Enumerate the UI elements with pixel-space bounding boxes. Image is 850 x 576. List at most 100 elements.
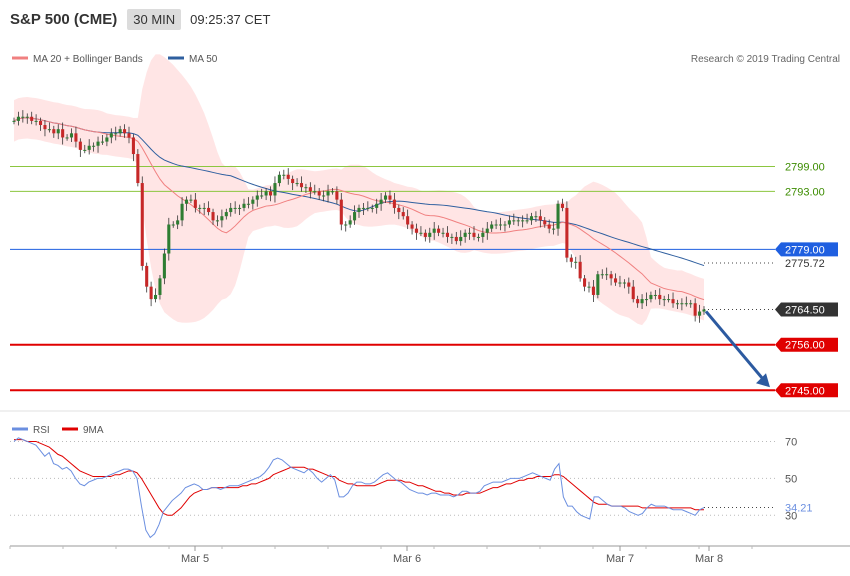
candle-body — [384, 195, 388, 200]
candle-body — [578, 261, 582, 279]
chart-area[interactable]: MA 20 + Bollinger Bands MA 50 Research ©… — [0, 38, 850, 576]
candle-body — [445, 232, 449, 237]
candle-body — [105, 137, 109, 142]
candle-body — [162, 253, 166, 279]
candle-body — [693, 303, 697, 316]
candle-body — [507, 220, 511, 225]
candle-body — [220, 216, 224, 221]
legend-9ma: 9MA — [83, 425, 104, 436]
chart-header: S&P 500 (CME) 30 MIN 09:25:37 CET — [0, 0, 850, 38]
candle-body — [556, 203, 560, 229]
candle-body — [167, 224, 171, 254]
candle-body — [463, 232, 467, 237]
candle-body — [211, 212, 215, 221]
candle-body — [189, 199, 193, 201]
candle-body — [56, 129, 60, 134]
candle-body — [339, 199, 343, 225]
candle-body — [224, 212, 228, 217]
candle-body — [12, 120, 16, 122]
candle-body — [326, 191, 330, 196]
rsi-tick-50: 50 — [785, 473, 797, 485]
candle-body — [39, 120, 43, 126]
candle-body — [468, 232, 472, 234]
candle-body — [127, 133, 131, 138]
candle-body — [100, 141, 104, 143]
candle-body — [229, 207, 233, 213]
level-tag-2764.50 — [775, 302, 838, 317]
candle-body — [627, 282, 631, 287]
level-tag-2745.00 — [775, 383, 838, 398]
candle-body — [361, 207, 365, 209]
candle-body — [242, 203, 246, 208]
candle-body — [472, 232, 476, 237]
candle-body — [335, 191, 339, 200]
interval-badge[interactable]: 30 MIN — [127, 8, 182, 30]
candle-body — [499, 224, 503, 226]
candle-body — [140, 183, 144, 266]
candle-body — [251, 199, 255, 204]
candle-body — [123, 129, 127, 134]
candle-body — [401, 212, 405, 217]
candle-body — [299, 183, 304, 188]
candle-body — [322, 195, 326, 197]
candle-body — [313, 191, 317, 193]
candle-body — [653, 294, 657, 296]
candle-body — [667, 299, 671, 301]
candle-body — [202, 207, 206, 209]
candle-body — [114, 133, 118, 135]
candle-body — [34, 120, 38, 122]
candle-body — [158, 278, 162, 295]
candle-body — [269, 191, 273, 196]
candle-body — [366, 207, 370, 209]
candle-body — [30, 116, 34, 121]
candle-body — [246, 203, 250, 205]
candle-body — [454, 236, 458, 242]
candle-body — [662, 299, 666, 301]
rsi-9ma-line — [14, 439, 704, 516]
candle-body — [459, 236, 463, 242]
candle-body — [379, 199, 383, 204]
bollinger-band — [14, 54, 704, 326]
candle-body — [176, 220, 180, 225]
candle-body — [47, 129, 51, 131]
candle-body — [180, 203, 184, 221]
candle-body — [353, 212, 357, 221]
candle-body — [476, 236, 480, 238]
candle-body — [317, 191, 321, 196]
level-label-2799.00: 2799.00 — [785, 161, 825, 173]
candle-body — [109, 133, 113, 138]
legend-bollinger: MA 20 + Bollinger Bands — [33, 54, 143, 65]
level-label-2775.72: 2775.72 — [785, 258, 825, 270]
candle-body — [388, 195, 392, 200]
candle-body — [565, 207, 569, 258]
candle-body — [149, 286, 153, 300]
candle-body — [591, 286, 595, 295]
candle-body — [375, 203, 379, 208]
candle-body — [184, 199, 189, 204]
candle-body — [357, 207, 361, 213]
candle-body — [193, 199, 197, 208]
candle-body — [78, 141, 82, 150]
candle-body — [432, 228, 436, 233]
candle-body — [658, 294, 662, 300]
candle-body — [282, 174, 286, 176]
candle-body — [215, 220, 219, 222]
candle-body — [419, 232, 423, 234]
level-label-2779.00: 2779.00 — [785, 244, 825, 256]
candle-body — [428, 232, 432, 237]
candle-body — [600, 274, 604, 276]
candle-body — [644, 299, 649, 301]
candle-body — [587, 286, 591, 288]
candle-body — [25, 116, 29, 118]
candle-body — [154, 294, 158, 300]
candle-body — [392, 199, 396, 208]
candle-body — [521, 220, 525, 222]
candle-body — [145, 265, 149, 287]
rsi-last-value: 34.21 — [785, 503, 813, 515]
candle-body — [684, 303, 688, 305]
candle-body — [636, 299, 640, 304]
candle-body — [406, 216, 410, 225]
candle-body — [569, 257, 573, 262]
instrument-title: S&P 500 (CME) — [10, 10, 118, 28]
